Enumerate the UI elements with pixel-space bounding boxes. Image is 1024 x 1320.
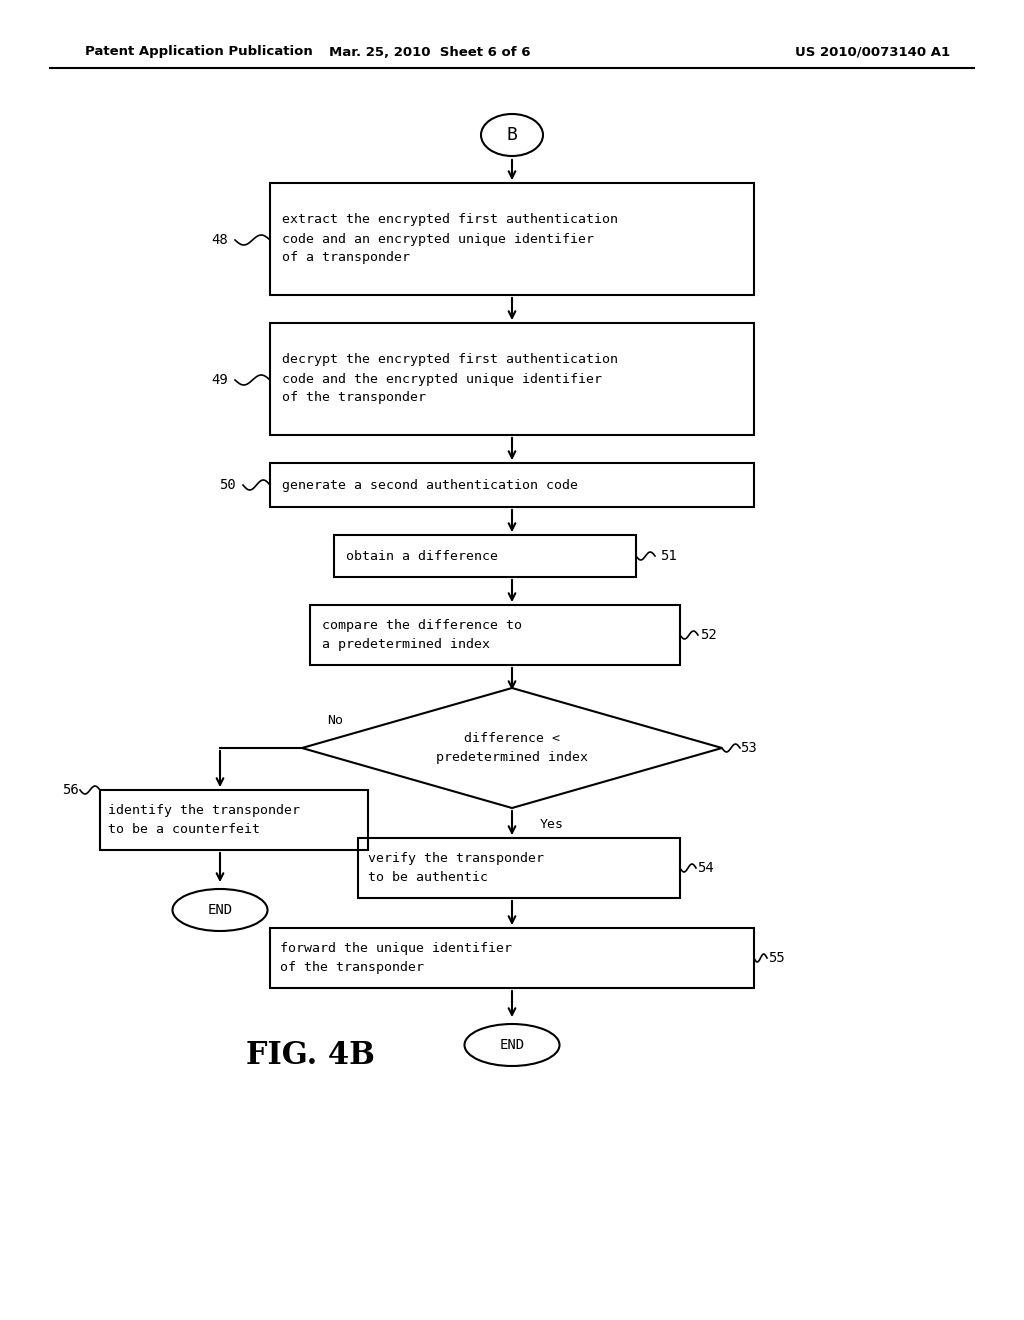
- Text: Patent Application Publication: Patent Application Publication: [85, 45, 312, 58]
- Bar: [270, 928, 754, 987]
- Text: 49: 49: [212, 374, 228, 387]
- Text: END: END: [500, 1038, 524, 1052]
- Bar: [270, 323, 754, 436]
- Text: difference <
predetermined index: difference < predetermined index: [436, 733, 588, 764]
- Text: 56: 56: [61, 783, 79, 797]
- Text: Mar. 25, 2010  Sheet 6 of 6: Mar. 25, 2010 Sheet 6 of 6: [330, 45, 530, 58]
- Text: Yes: Yes: [540, 818, 564, 832]
- Text: compare the difference to
a predetermined index: compare the difference to a predetermine…: [322, 619, 522, 651]
- Bar: [270, 463, 754, 507]
- Text: decrypt the encrypted first authentication
code and the encrypted unique identif: decrypt the encrypted first authenticati…: [282, 354, 618, 404]
- Text: No: No: [327, 714, 343, 726]
- Text: 51: 51: [660, 549, 677, 564]
- Bar: [310, 605, 680, 665]
- Text: 55: 55: [768, 950, 784, 965]
- Text: 54: 54: [697, 861, 714, 875]
- Bar: [358, 838, 680, 898]
- Text: identify the transponder
to be a counterfeit: identify the transponder to be a counter…: [108, 804, 300, 836]
- Text: 53: 53: [740, 741, 757, 755]
- Bar: [100, 789, 368, 850]
- Text: FIG. 4B: FIG. 4B: [246, 1040, 375, 1071]
- Bar: [270, 183, 754, 294]
- Text: 48: 48: [212, 234, 228, 247]
- Text: forward the unique identifier
of the transponder: forward the unique identifier of the tra…: [280, 942, 512, 974]
- Text: B: B: [507, 125, 517, 144]
- Text: US 2010/0073140 A1: US 2010/0073140 A1: [795, 45, 950, 58]
- Text: 50: 50: [219, 478, 236, 492]
- Text: generate a second authentication code: generate a second authentication code: [282, 479, 578, 491]
- Text: END: END: [208, 903, 232, 917]
- Bar: [334, 535, 636, 577]
- Text: 52: 52: [700, 628, 717, 642]
- Text: verify the transponder
to be authentic: verify the transponder to be authentic: [368, 851, 544, 884]
- Text: obtain a difference: obtain a difference: [346, 549, 498, 562]
- Text: extract the encrypted first authentication
code and an encrypted unique identifi: extract the encrypted first authenticati…: [282, 214, 618, 264]
